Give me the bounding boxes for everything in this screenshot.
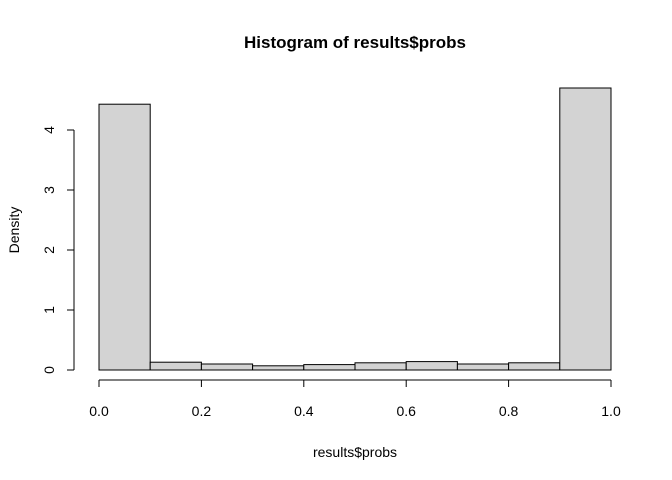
x-tick-label-6: 1.0 bbox=[601, 403, 621, 419]
bars-group bbox=[98, 87, 612, 371]
chart-title: Histogram of results$probs bbox=[244, 33, 466, 52]
x-axis-label: results$probs bbox=[313, 444, 397, 460]
x-tick-label-5: 0.8 bbox=[499, 403, 519, 419]
x-tick-label-2: 0.2 bbox=[192, 403, 212, 419]
histogram-bar-9 bbox=[508, 362, 561, 371]
histogram-bar-1 bbox=[98, 103, 151, 371]
histogram-bar-3 bbox=[200, 363, 254, 371]
y-axis: 0 1 2 3 4 bbox=[41, 126, 75, 374]
y-axis-label: Density bbox=[6, 207, 22, 254]
histogram-bar-2 bbox=[149, 361, 202, 371]
histogram-bar-4 bbox=[252, 365, 305, 371]
x-tick-label-1: 0.0 bbox=[89, 403, 109, 419]
histogram-bar-5 bbox=[303, 364, 356, 371]
y-tick-label-5: 4 bbox=[41, 126, 57, 134]
histogram-bar-8 bbox=[456, 363, 510, 371]
x-tick-label-4: 0.6 bbox=[396, 403, 416, 419]
y-tick-label-4: 3 bbox=[41, 186, 57, 194]
x-tick-label-3: 0.4 bbox=[294, 403, 314, 419]
y-tick-label-1: 0 bbox=[41, 366, 57, 374]
y-tick-label-3: 2 bbox=[41, 246, 57, 254]
histogram-bar-7 bbox=[405, 361, 458, 371]
histogram-bar-6 bbox=[354, 362, 407, 371]
histogram-bar-10 bbox=[559, 87, 612, 371]
y-tick-label-2: 1 bbox=[41, 306, 57, 314]
x-axis: 0.0 0.2 0.4 0.6 0.8 1.0 bbox=[89, 379, 621, 419]
